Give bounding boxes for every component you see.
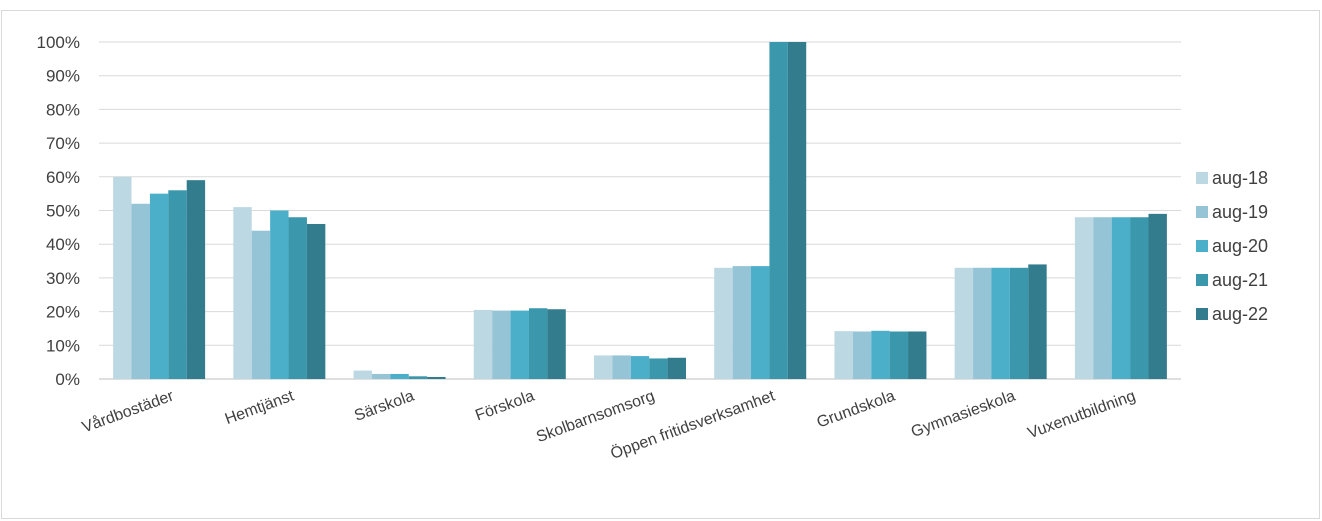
bar (787, 42, 807, 379)
bar (427, 376, 446, 379)
legend-swatch (1196, 206, 1208, 218)
bar (186, 180, 206, 379)
y-tick-label: 0% (55, 370, 80, 389)
bar (492, 310, 511, 379)
legend-label: aug-20 (1212, 236, 1268, 256)
bar (547, 309, 566, 379)
y-tick-label: 50% (46, 202, 80, 221)
bar (714, 267, 733, 379)
bar (954, 267, 974, 379)
bars (113, 42, 1167, 379)
bar (973, 267, 992, 379)
x-tick-label: Gymnasieskola (909, 388, 1018, 441)
x-axis-tick-labels: Vårdbostäder Hemtjänst Särskola FörskolaSko… (80, 386, 1138, 462)
bar (473, 309, 493, 379)
bar (353, 370, 372, 379)
bar (270, 210, 289, 379)
bar (612, 355, 631, 379)
bar (630, 356, 650, 379)
x-tick-label: Vuxenutbildning (1026, 388, 1138, 443)
x-tick-label: Förskola (473, 388, 537, 425)
y-tick-label: 70% (46, 134, 80, 153)
y-tick-label: 20% (46, 303, 80, 322)
bar (1074, 217, 1094, 379)
bar (371, 373, 391, 379)
bar (889, 331, 909, 379)
legend-label: aug-18 (1212, 168, 1268, 188)
bar (594, 355, 613, 379)
y-tick-label: 10% (46, 336, 80, 355)
y-tick-label: 90% (46, 67, 80, 86)
bar (732, 266, 752, 379)
x-tick-label: Hemtjänst (223, 387, 297, 428)
bar (908, 331, 927, 379)
bar (168, 190, 187, 379)
bar (769, 42, 788, 379)
y-tick-label: 100% (37, 33, 80, 52)
legend-label: aug-19 (1212, 202, 1268, 222)
bar (528, 308, 548, 379)
y-tick-label: 80% (46, 100, 80, 119)
bar (751, 266, 770, 379)
legend: aug-18 aug-19 aug-20 aug-21 aug-22 (1196, 168, 1268, 324)
bar (288, 217, 307, 379)
bar (649, 358, 668, 379)
bar (390, 373, 409, 379)
x-tick-label: Vårdbostäder (80, 386, 177, 436)
x-tick-label: Grundskola (815, 388, 898, 432)
bar (834, 331, 853, 379)
y-axis-tick-labels: 0% 10% 20% 30% 40% 50% 60% 70% 80% 90% 100% (37, 33, 80, 389)
bar (131, 203, 150, 379)
bar (667, 357, 686, 379)
y-tick-label: 40% (46, 235, 80, 254)
y-tick-label: 60% (46, 168, 80, 187)
bar (306, 223, 326, 379)
y-tick-label: 30% (46, 269, 80, 288)
bar (1028, 264, 1047, 379)
legend-swatch (1196, 240, 1208, 252)
bar (1093, 217, 1112, 379)
bar (251, 230, 271, 379)
bar (113, 176, 132, 379)
legend-label: aug-21 (1212, 270, 1268, 290)
bar (510, 310, 529, 379)
bar (852, 331, 872, 379)
x-tick-label: Särskola (352, 388, 416, 425)
legend-swatch (1196, 172, 1208, 184)
bar (149, 193, 169, 379)
bar (991, 267, 1010, 379)
legend-swatch (1196, 308, 1208, 320)
bar (1009, 267, 1029, 379)
legend-label: aug-22 (1212, 304, 1268, 324)
bar (871, 330, 890, 379)
legend-swatch (1196, 274, 1208, 286)
bar (1130, 217, 1149, 379)
bar (1148, 213, 1167, 379)
bar (408, 376, 428, 379)
bar (233, 207, 252, 379)
bar (1111, 217, 1131, 379)
